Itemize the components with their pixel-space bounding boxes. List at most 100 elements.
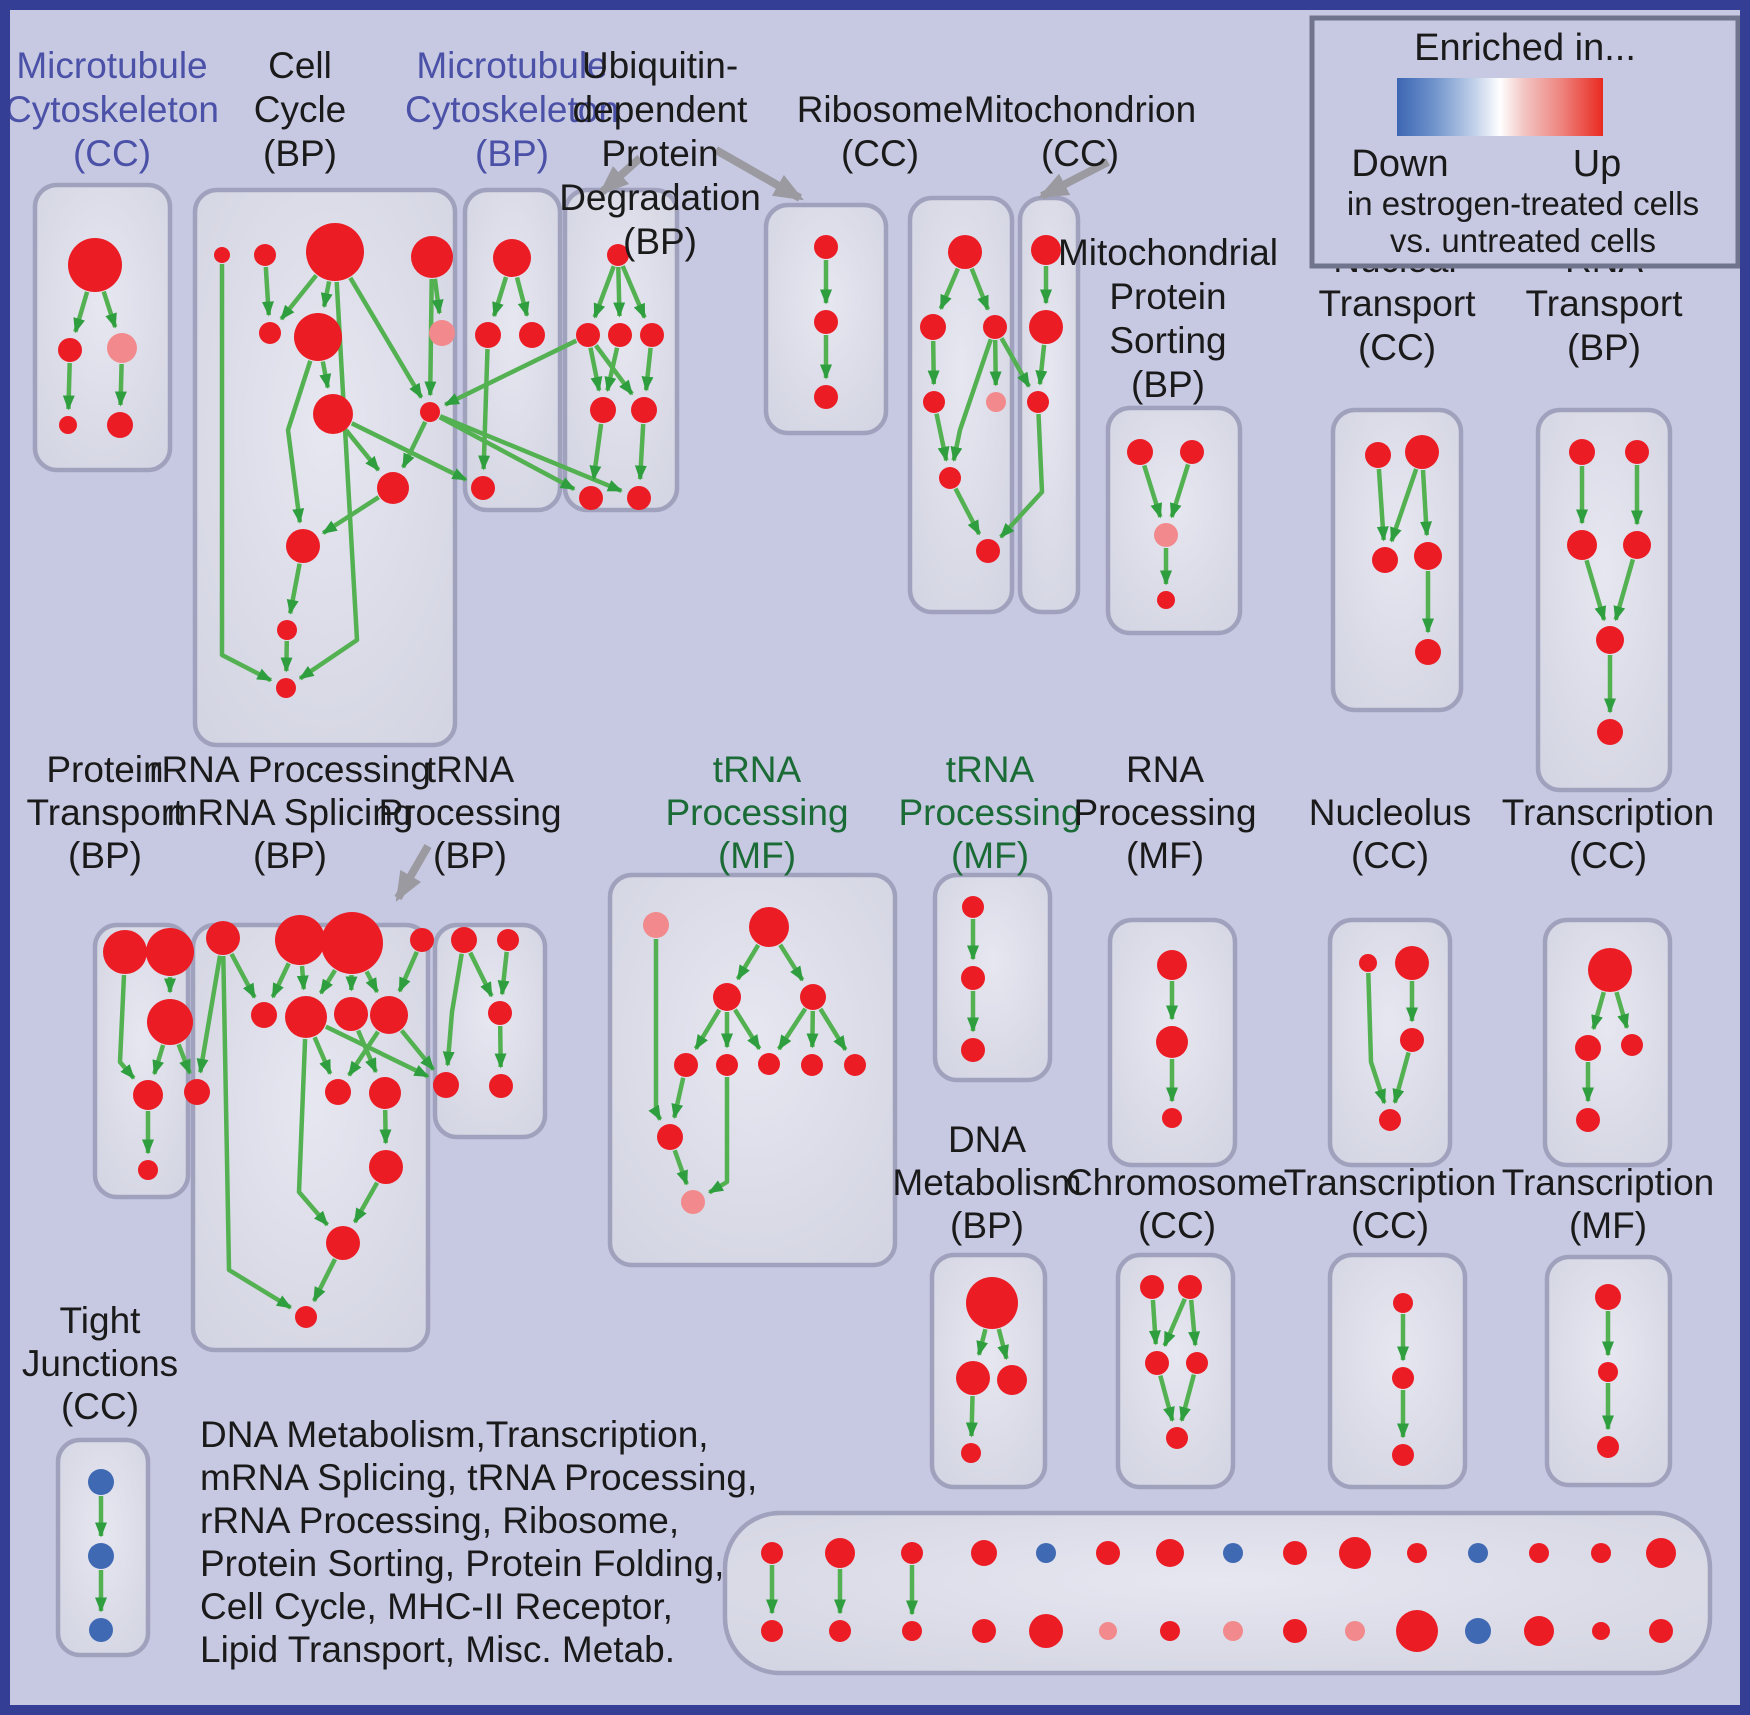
- node-p2: [147, 999, 193, 1045]
- edge-a2-a4: [62, 362, 75, 411]
- node-mA6: [1096, 1541, 1120, 1565]
- edge-tb2-tb3: [497, 951, 510, 996]
- legend-line2: vs. untreated cells: [1390, 222, 1656, 259]
- label-mitochondrion-label-line1: (CC): [1041, 133, 1119, 174]
- node-j4: [1379, 1109, 1401, 1131]
- node-q7: [334, 997, 368, 1031]
- label-protein-transport-label-line2: (BP): [68, 835, 142, 876]
- edge-p2-q0: [176, 1043, 192, 1075]
- node-m1: [1029, 310, 1063, 344]
- edge-q8-tb4: [399, 1029, 436, 1071]
- label-transcription-cc-2-label-line0: Transcription: [1284, 1162, 1496, 1203]
- label-chromosome-label-line0: Chromosome: [1066, 1162, 1288, 1203]
- label-trna-mf-large-label-line1: Processing: [665, 792, 848, 833]
- node-o2: [1178, 1275, 1202, 1299]
- edge-tb3-tb5: [494, 1025, 507, 1069]
- edge-p0-p3: [117, 974, 136, 1080]
- node-t6: [1597, 719, 1623, 745]
- node-g2: [713, 983, 741, 1011]
- cluster-box-dna-metabolism: [929, 1252, 1048, 1490]
- node-d4: [471, 476, 495, 500]
- edge-u1l2-u1b2: [634, 423, 647, 481]
- node-t2: [1625, 440, 1649, 464]
- label-cell-cycle-label-line1: Cycle: [254, 89, 347, 130]
- node-mA14: [1591, 1543, 1611, 1563]
- node-p1: [146, 928, 194, 976]
- node-d3: [519, 322, 545, 348]
- edge-o3-o5: [1158, 1375, 1175, 1423]
- edge-g9-g10: [672, 1149, 689, 1186]
- node-a5: [107, 412, 133, 438]
- edge-g3-g6: [777, 1007, 808, 1051]
- edge-q3-q8: [364, 970, 380, 994]
- edge-n2-n4: [1420, 469, 1433, 537]
- node-q1: [206, 921, 240, 955]
- edge-q3-q6: [318, 969, 338, 995]
- edge-r2-m2: [999, 337, 1031, 388]
- node-q2: [275, 915, 325, 965]
- label-pointer-arrow-0: [598, 155, 643, 196]
- legend-up: Up: [1573, 143, 1622, 185]
- node-c5: [259, 322, 281, 344]
- node-c1: [214, 247, 230, 263]
- cluster-box-nucleolus: [1327, 917, 1453, 1168]
- node-c4: [411, 236, 453, 278]
- edge-d1-d2: [491, 276, 509, 318]
- node-v1: [1393, 1293, 1413, 1313]
- edge-q1-q0: [196, 955, 223, 1074]
- node-a2: [58, 338, 82, 362]
- edge-q4-q8: [397, 950, 419, 993]
- node-i3: [1162, 1108, 1182, 1128]
- node-mA15: [1646, 1538, 1676, 1568]
- edge-tb1-tb3: [468, 951, 494, 998]
- label-nucleolus-label-line1: (CC): [1351, 835, 1429, 876]
- node-j2: [1395, 946, 1429, 980]
- node-t1: [1569, 439, 1595, 465]
- node-s2: [1180, 440, 1204, 464]
- node-r3: [923, 391, 945, 413]
- node-u1l2: [631, 397, 657, 423]
- label-rna-processing-label-line0: RNA: [1126, 749, 1204, 790]
- cluster-box-chromosome: [1115, 1252, 1236, 1490]
- node-v2: [1392, 1367, 1414, 1389]
- edge-j1-j4: [1366, 972, 1387, 1105]
- edge-q1-q13: [221, 955, 292, 1310]
- edge-u1m3-u1l2: [641, 347, 654, 392]
- node-r4: [986, 392, 1006, 412]
- node-u2a: [814, 235, 838, 259]
- node-u1l1: [590, 397, 616, 423]
- node-a1: [68, 238, 122, 292]
- node-q11: [369, 1150, 403, 1184]
- node-r0: [948, 235, 982, 269]
- label-tight-junctions-label-line1: Junctions: [22, 1343, 178, 1384]
- label-transcription-mf-label-line0: Transcription: [1502, 1162, 1714, 1203]
- node-c13: [276, 678, 296, 698]
- edge-t4-t5: [1613, 558, 1636, 622]
- edge-t3-t5: [1584, 559, 1607, 622]
- node-h2: [961, 966, 985, 990]
- node-o1: [1140, 1275, 1164, 1299]
- node-c11: [286, 529, 320, 563]
- node-s3: [1154, 523, 1178, 547]
- legend-line1: in estrogen-treated cells: [1347, 185, 1699, 222]
- node-mA11: [1407, 1543, 1427, 1563]
- node-u1t: [607, 244, 629, 266]
- edge-c4-c7: [431, 278, 444, 315]
- node-mB10: [1345, 1621, 1365, 1641]
- edge-q2-q5: [270, 962, 291, 999]
- node-mB4: [972, 1619, 996, 1643]
- edge-r1-r3: [927, 340, 940, 386]
- edge-u1m1-u1l1: [588, 347, 603, 392]
- node-k3: [1621, 1034, 1643, 1056]
- edge-s2-s3: [1169, 463, 1191, 519]
- node-n5: [1415, 639, 1441, 665]
- node-u1m1: [576, 323, 600, 347]
- label-mito-protein-sorting-label-line2: Sorting: [1109, 320, 1226, 361]
- node-q3: [321, 912, 383, 974]
- label-mt-bp-label-line2: (BP): [475, 133, 549, 174]
- edge-c12-c13: [280, 640, 293, 673]
- node-g6: [758, 1053, 780, 1075]
- node-t3: [1567, 530, 1597, 560]
- label-mito-protein-sorting-label-line0: Mitochondrial: [1058, 232, 1278, 273]
- cluster-box-trna-bp: [432, 922, 548, 1140]
